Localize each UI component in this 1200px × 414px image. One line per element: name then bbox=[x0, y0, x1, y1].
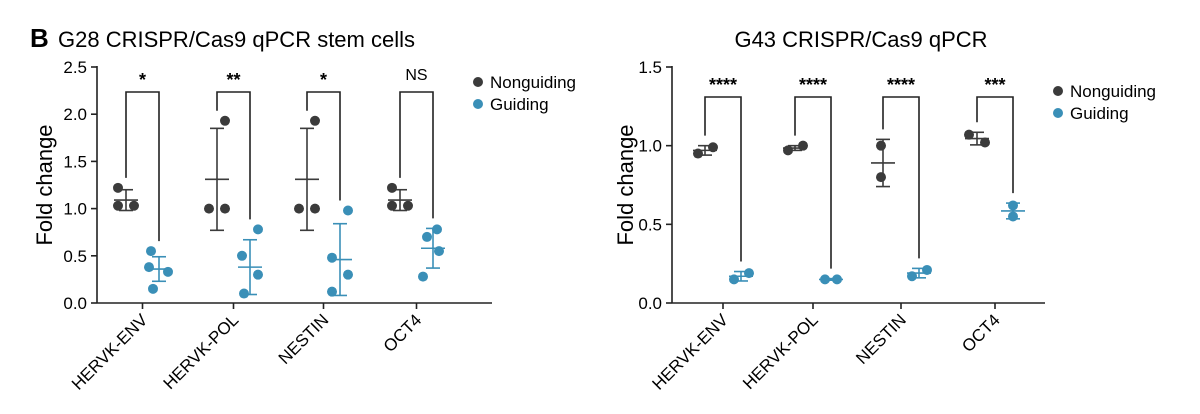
data-point bbox=[729, 274, 739, 285]
y-tick-label: 2.0 bbox=[63, 105, 87, 124]
significance-bracket bbox=[704, 96, 742, 262]
data-point bbox=[876, 172, 886, 183]
y-tick-label: 1.0 bbox=[638, 137, 662, 156]
y-tick-label: 0.0 bbox=[63, 294, 87, 313]
x-tick-label: OCT4 bbox=[958, 310, 1003, 355]
legend-label: Nonguiding bbox=[490, 73, 576, 92]
significance-bracket bbox=[399, 91, 434, 219]
y-axis-label: Fold change bbox=[32, 124, 57, 245]
data-point bbox=[783, 145, 793, 156]
data-point bbox=[113, 200, 123, 211]
legend-label: Guiding bbox=[490, 95, 549, 114]
data-point bbox=[237, 250, 247, 261]
legend-label: Nonguiding bbox=[1070, 82, 1156, 101]
data-point bbox=[148, 283, 158, 294]
data-point bbox=[327, 252, 337, 263]
legend-label: Guiding bbox=[1070, 104, 1129, 123]
significance-label: ** bbox=[226, 70, 240, 90]
data-point bbox=[239, 288, 249, 299]
data-point bbox=[113, 182, 123, 193]
data-point bbox=[693, 148, 703, 159]
data-point bbox=[964, 129, 974, 140]
data-point bbox=[163, 266, 173, 277]
significance-bracket bbox=[882, 96, 920, 259]
data-point bbox=[343, 205, 353, 216]
data-point bbox=[432, 224, 442, 235]
legend-marker bbox=[473, 77, 483, 87]
data-point bbox=[129, 200, 139, 211]
y-tick-label: 1.5 bbox=[63, 152, 87, 171]
significance-bracket bbox=[306, 91, 341, 201]
x-tick-label: OCT4 bbox=[380, 310, 425, 355]
data-point bbox=[220, 115, 230, 126]
data-point bbox=[403, 200, 413, 211]
significance-label: **** bbox=[709, 75, 737, 95]
legend-marker bbox=[473, 99, 483, 109]
data-point bbox=[418, 271, 428, 282]
significance-label: **** bbox=[887, 75, 915, 95]
data-point bbox=[310, 203, 320, 214]
data-point bbox=[422, 231, 432, 242]
data-point bbox=[146, 246, 156, 257]
data-point bbox=[253, 224, 263, 235]
significance-bracket bbox=[125, 91, 160, 242]
significance-bracket bbox=[216, 91, 251, 220]
y-tick-label: 0.0 bbox=[638, 294, 662, 313]
data-point bbox=[327, 286, 337, 297]
legend-marker bbox=[1053, 108, 1063, 118]
y-tick-label: 1.5 bbox=[638, 58, 662, 77]
significance-label: * bbox=[320, 70, 327, 90]
significance-label: **** bbox=[799, 75, 827, 95]
data-point bbox=[220, 203, 230, 214]
data-point bbox=[204, 203, 214, 214]
legend-marker bbox=[1053, 86, 1063, 96]
data-point bbox=[708, 142, 718, 153]
significance-bracket bbox=[794, 96, 832, 269]
data-point bbox=[1008, 211, 1018, 222]
data-point bbox=[1008, 200, 1018, 211]
data-point bbox=[907, 271, 917, 282]
data-point bbox=[922, 264, 932, 275]
significance-label: NS bbox=[405, 67, 427, 84]
chart-title: G43 CRISPR/Cas9 qPCR bbox=[734, 27, 987, 52]
data-point bbox=[294, 203, 304, 214]
x-tick-label: HERVK-POL bbox=[160, 310, 243, 393]
chart-g28: G28 CRISPR/Cas9 qPCR stem cells 0.0 0.5 1.0… bbox=[32, 27, 576, 394]
x-tick-label: NESTIN bbox=[275, 310, 333, 368]
y-tick-label: 1.0 bbox=[63, 200, 87, 219]
data-point bbox=[434, 246, 444, 257]
x-tick-label: HERVK-ENV bbox=[648, 310, 732, 394]
data-point bbox=[387, 182, 397, 193]
data-point bbox=[798, 140, 808, 151]
y-axis-label: Fold change bbox=[613, 124, 638, 245]
data-point bbox=[343, 269, 353, 280]
significance-label: * bbox=[139, 70, 146, 90]
x-tick-label: HERVK-POL bbox=[739, 310, 822, 393]
panel-letter: B bbox=[30, 23, 49, 53]
significance-label: *** bbox=[984, 75, 1005, 95]
data-point bbox=[144, 262, 154, 273]
data-point bbox=[832, 274, 842, 285]
data-point bbox=[876, 140, 886, 151]
data-point bbox=[980, 137, 990, 148]
significance-bracket bbox=[976, 96, 1014, 194]
data-point bbox=[387, 200, 397, 211]
data-point bbox=[744, 268, 754, 279]
data-point bbox=[820, 274, 830, 285]
data-point bbox=[310, 115, 320, 126]
y-tick-label: 0.5 bbox=[638, 215, 662, 234]
y-tick-label: 2.5 bbox=[63, 58, 87, 77]
x-tick-label: NESTIN bbox=[852, 310, 910, 368]
y-tick-label: 0.5 bbox=[63, 247, 87, 266]
data-point bbox=[253, 269, 263, 280]
chart-title: G28 CRISPR/Cas9 qPCR stem cells bbox=[58, 27, 415, 52]
x-tick-label: HERVK-ENV bbox=[68, 310, 152, 394]
chart-g43: G43 CRISPR/Cas9 qPCR 0.0 0.5 1.0 1.5 Fold cha… bbox=[613, 27, 1156, 394]
